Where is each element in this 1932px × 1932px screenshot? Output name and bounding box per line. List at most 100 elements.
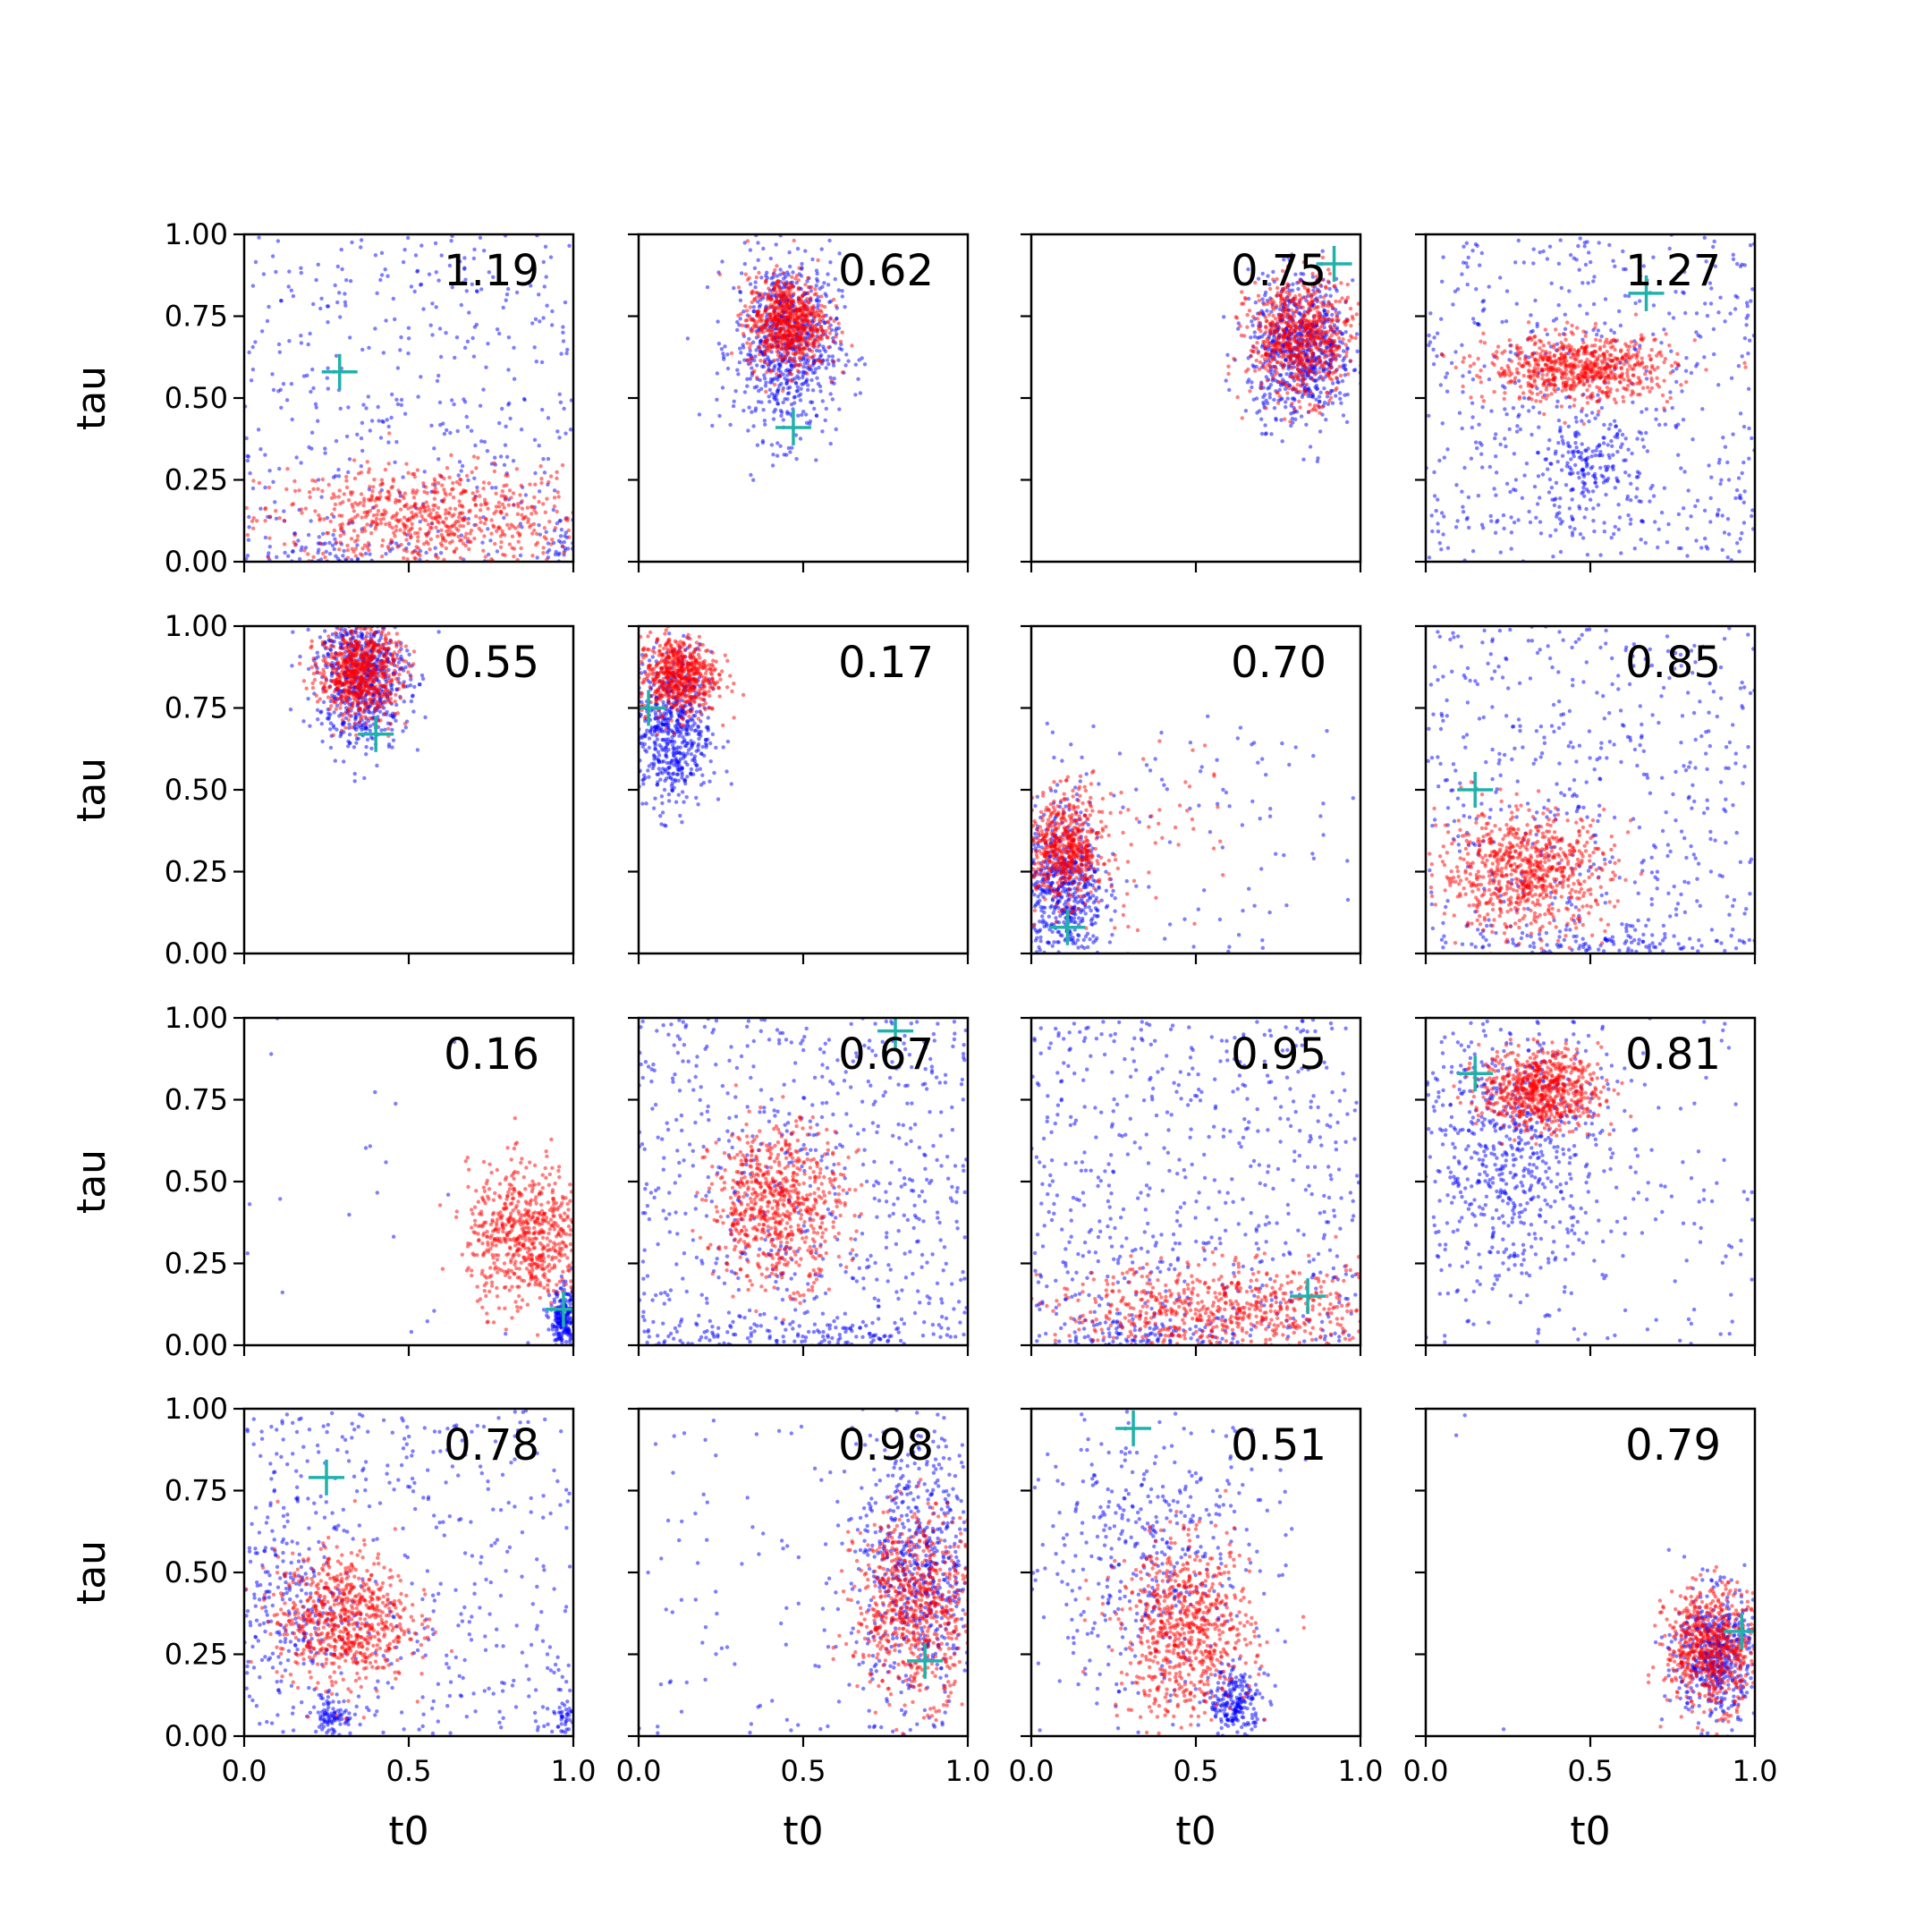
prior-point xyxy=(359,245,363,250)
prior-point xyxy=(1251,397,1257,402)
posterior-point xyxy=(555,490,560,495)
prior-point xyxy=(355,432,360,436)
prior-point xyxy=(427,272,432,276)
posterior-point xyxy=(791,352,795,356)
prior-point xyxy=(839,347,844,352)
posterior-point xyxy=(826,345,831,350)
prior-point xyxy=(1284,404,1288,410)
posterior-point xyxy=(365,522,369,527)
posterior-point xyxy=(341,500,345,504)
posterior-point xyxy=(307,490,312,495)
prior-point xyxy=(1266,274,1270,278)
posterior-point xyxy=(1280,268,1285,274)
prior-point xyxy=(814,284,818,288)
posterior-point xyxy=(850,343,854,348)
posterior-point xyxy=(758,359,763,363)
prior-point xyxy=(506,335,512,340)
posterior-point xyxy=(1350,314,1355,319)
prior-point xyxy=(1654,417,1658,421)
posterior-point xyxy=(1264,330,1268,335)
posterior-point xyxy=(337,547,342,552)
prior-point xyxy=(806,358,810,362)
prior-point xyxy=(316,262,320,267)
prior-point xyxy=(1287,258,1292,263)
posterior-point xyxy=(794,338,799,343)
prior-point xyxy=(460,463,465,469)
prior-point xyxy=(1731,257,1736,261)
posterior-point xyxy=(1326,300,1331,304)
prior-point xyxy=(753,285,758,290)
prior-point xyxy=(406,351,411,356)
prior-point xyxy=(765,270,769,275)
posterior-point xyxy=(469,539,473,544)
prior-point xyxy=(745,384,750,388)
posterior-point xyxy=(353,554,358,558)
prior-point xyxy=(1700,407,1705,411)
prior-point xyxy=(1279,418,1284,422)
posterior-point xyxy=(1314,275,1319,279)
prior-point xyxy=(785,270,790,275)
posterior-point xyxy=(492,469,497,474)
posterior-point xyxy=(1299,278,1303,283)
prior-point xyxy=(746,428,750,433)
posterior-point xyxy=(1292,294,1298,299)
prior-point xyxy=(741,408,746,413)
posterior-point xyxy=(468,531,472,536)
prior-point xyxy=(279,405,284,410)
prior-point xyxy=(831,363,836,368)
prior-point xyxy=(1432,335,1436,340)
prior-point xyxy=(553,552,558,557)
posterior-point xyxy=(1270,343,1275,348)
posterior-point xyxy=(1282,353,1286,359)
posterior-point xyxy=(786,298,791,302)
prior-point xyxy=(837,251,842,256)
prior-point xyxy=(1480,465,1485,470)
prior-point xyxy=(1618,445,1623,450)
posterior-point xyxy=(1297,399,1301,403)
prior-point xyxy=(416,394,420,399)
posterior-point xyxy=(393,500,398,504)
posterior-point xyxy=(344,474,349,479)
prior-point xyxy=(822,347,826,352)
prior-point xyxy=(1621,249,1625,254)
posterior-point xyxy=(814,329,818,334)
prior-point xyxy=(1243,409,1249,413)
posterior-point xyxy=(499,494,504,498)
posterior-point xyxy=(1289,314,1293,319)
posterior-point xyxy=(516,524,521,529)
prior-point xyxy=(1498,275,1503,280)
posterior-point xyxy=(1319,301,1324,305)
posterior-point xyxy=(805,371,809,376)
posterior-point xyxy=(507,542,512,547)
posterior-point xyxy=(320,488,325,494)
prior-point xyxy=(1716,507,1721,513)
posterior-point xyxy=(415,550,419,555)
posterior-point xyxy=(479,520,483,524)
prior-point xyxy=(1713,264,1718,268)
posterior-point xyxy=(1266,355,1271,360)
prior-point xyxy=(1602,436,1606,440)
prior-point xyxy=(1341,413,1346,418)
posterior-point xyxy=(1668,395,1673,401)
posterior-point xyxy=(472,536,477,541)
prior-point xyxy=(1501,513,1506,518)
posterior-point xyxy=(1262,302,1267,307)
prior-point xyxy=(1513,488,1518,493)
posterior-point xyxy=(783,330,788,335)
prior-point xyxy=(781,400,785,405)
posterior-point xyxy=(1257,325,1262,329)
prior-point xyxy=(1252,335,1258,339)
prior-point xyxy=(818,389,823,394)
posterior-point xyxy=(1286,329,1292,334)
prior-point xyxy=(823,292,827,296)
posterior-point xyxy=(773,287,777,292)
prior-point xyxy=(504,454,510,459)
prior-point xyxy=(355,543,360,547)
prior-point xyxy=(725,366,731,371)
prior-point xyxy=(750,410,754,414)
prior-point xyxy=(1737,549,1741,554)
prior-point xyxy=(1511,406,1516,411)
posterior-point xyxy=(1306,289,1310,293)
prior-point xyxy=(1546,446,1551,451)
